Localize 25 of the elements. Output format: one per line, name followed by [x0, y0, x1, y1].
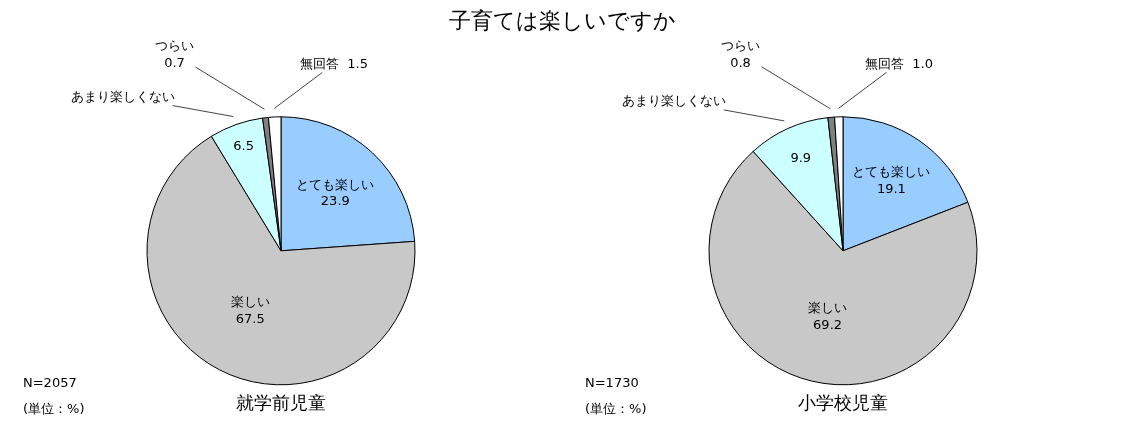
slice-label: 楽しい — [808, 300, 848, 316]
slice-label: 楽しい — [230, 294, 270, 310]
data-label: 23.9 — [320, 193, 350, 209]
data-label: 0.8 — [730, 54, 751, 70]
text: 就学前児童 — [236, 392, 326, 413]
text: 小学校児童 — [798, 392, 888, 413]
slice-label: つらい — [721, 38, 760, 53]
slice-label: とても楽しい — [852, 164, 931, 180]
slice-label: あまり楽しくない — [622, 93, 726, 108]
slice-label: あまり楽しくない — [71, 89, 175, 104]
data-label: 19.1 — [876, 181, 906, 197]
data-label: 0.7 — [164, 54, 185, 70]
slice-label: 無回答 1.0 — [865, 56, 933, 71]
data-label: 6.5 — [233, 138, 254, 154]
data-label: 9.9 — [790, 149, 812, 165]
text: 子育ては楽しいですか — [447, 7, 677, 35]
text: N=2057 — [23, 375, 77, 390]
slice-label: つらい — [155, 38, 194, 53]
text: (単位：%) — [585, 401, 647, 416]
text: N=1730 — [585, 375, 639, 390]
data-label: 69.2 — [813, 316, 843, 332]
data-label: 67.5 — [235, 311, 265, 327]
slice-label: 無回答 1.5 — [300, 56, 368, 71]
slice-label: とても楽しい — [296, 176, 375, 192]
text: (単位：%) — [23, 401, 85, 416]
